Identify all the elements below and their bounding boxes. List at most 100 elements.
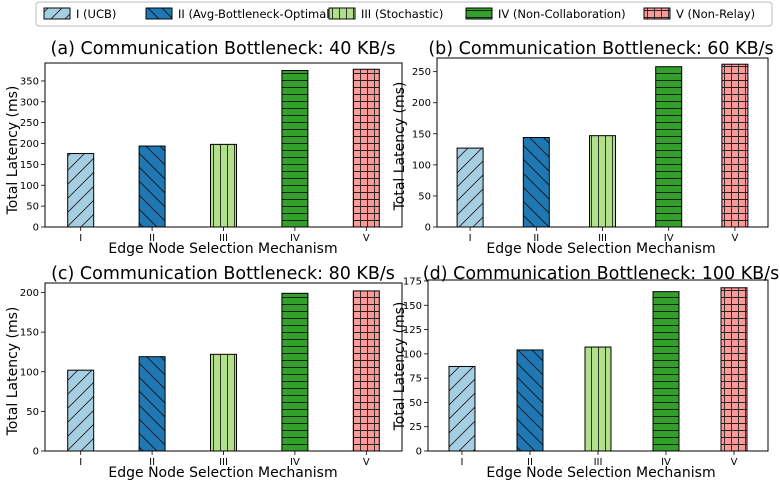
bar-hatch-iii	[210, 143, 237, 228]
y-tick-label: 350	[20, 76, 39, 87]
legend-label: IV (Non-Collaboration)	[498, 7, 626, 21]
x-tick-label: I	[469, 233, 472, 244]
x-tick-label: II	[149, 457, 155, 468]
bar-hatch-v	[720, 287, 748, 452]
y-axis-label: Total Latency (ms)	[5, 307, 21, 437]
x-tick-label: V	[731, 233, 738, 244]
y-tick-label: 175	[403, 276, 422, 287]
y-tick-label: 150	[403, 301, 422, 312]
legend-label: III (Stochastic)	[361, 7, 443, 21]
x-tick-label: III	[219, 457, 228, 468]
axes-frame	[44, 62, 403, 228]
y-tick-label: 0	[33, 447, 39, 458]
y-tick-label: 50	[26, 407, 39, 418]
bar-hatch-i	[456, 147, 484, 228]
x-tick-label: I	[79, 233, 82, 244]
legend: I (UCB) II (Avg-Bottleneck-Optimal) III …	[35, 1, 773, 27]
legend-swatch-hatch	[328, 7, 356, 20]
x-tick-label: IV	[290, 233, 300, 244]
x-tick-label: III	[594, 457, 603, 468]
x-tick-label: II	[149, 233, 155, 244]
x-tick-label: V	[731, 457, 738, 468]
legend-item-non-relay: V (Non-Relay)	[643, 7, 755, 21]
x-tick-label: III	[219, 233, 228, 244]
y-tick-label: 200	[20, 139, 39, 150]
axes-frame	[44, 282, 403, 452]
y-axis-label-text: Total Latency (ms)	[5, 307, 21, 437]
legend-swatch-hatch	[643, 7, 671, 20]
bar-hatch-i	[67, 369, 95, 452]
subplot-title: (d) Communication Bottleneck: 100 KB/s	[423, 264, 779, 284]
subplot-a: (a) Communication Bottleneck: 40 KB/s To…	[5, 39, 403, 257]
x-tick-label: V	[363, 457, 370, 468]
y-tick-label: 150	[412, 129, 431, 140]
bar-hatch-v	[352, 68, 380, 228]
bar-hatch-iv	[655, 66, 683, 228]
x-tick-label: II	[533, 233, 539, 244]
x-tick-label: II	[527, 457, 533, 468]
bar-hatch-iv	[652, 291, 680, 452]
bar-hatch-ii	[516, 349, 544, 452]
bar-hatch-v	[352, 290, 380, 452]
x-tick-label: IV	[664, 233, 674, 244]
bar-hatch-iii	[589, 135, 616, 228]
y-tick-label: 75	[409, 374, 422, 385]
y-tick-label: 200	[20, 288, 39, 299]
legend-swatch-hatch	[465, 7, 493, 20]
legend-label: I (UCB)	[76, 7, 116, 21]
y-tick-label: 300	[20, 97, 39, 108]
subplot-d: (d) Communication Bottleneck: 100 KB/s T…	[392, 264, 779, 481]
legend-item-ucb: I (UCB)	[43, 7, 116, 21]
x-tick-label: I	[461, 457, 464, 468]
y-tick-label: 150	[20, 328, 39, 339]
subplot-b: (b) Communication Bottleneck: 60 KB/s To…	[392, 39, 774, 257]
legend-swatch-hatch	[145, 7, 173, 20]
legend-swatch-hatch	[43, 7, 71, 20]
y-axis-label: Total Latency (ms)	[5, 86, 21, 216]
x-axis-label: Edge Node Selection Mechanism	[108, 241, 337, 257]
legend-item-stochastic: III (Stochastic)	[328, 7, 443, 21]
x-tick-label: I	[79, 457, 82, 468]
y-tick-label: 100	[412, 160, 431, 171]
legend-label: II (Avg-Bottleneck-Optimal)	[178, 7, 334, 21]
y-tick-label: 100	[20, 367, 39, 378]
x-tick-label: V	[363, 233, 370, 244]
y-tick-label: 150	[20, 160, 39, 171]
x-axis-label: Edge Node Selection Mechanism	[486, 241, 715, 257]
y-axis-label-text: Total Latency (ms)	[5, 86, 21, 216]
y-axis-label-text: Total Latency (ms)	[392, 82, 408, 212]
x-axis-label: Edge Node Selection Mechanism	[486, 465, 715, 481]
y-tick-label: 0	[33, 223, 39, 234]
bar-hatch-ii	[138, 356, 166, 452]
y-tick-label: 25	[409, 422, 422, 433]
bar-hatch-v	[721, 63, 749, 228]
y-tick-label: 0	[416, 447, 422, 458]
bar-hatch-iv	[281, 292, 309, 452]
axes-frame	[427, 279, 769, 452]
legend-label: V (Non-Relay)	[676, 7, 755, 21]
subplot-title: (a) Communication Bottleneck: 40 KB/s	[51, 39, 396, 59]
bar-hatch-i	[448, 365, 476, 452]
y-axis-label-text: Total Latency (ms)	[392, 302, 408, 432]
subplot-title: (b) Communication Bottleneck: 60 KB/s	[428, 39, 773, 59]
y-tick-label: 100	[20, 181, 39, 192]
x-tick-label: III	[598, 233, 607, 244]
x-tick-label: IV	[661, 457, 671, 468]
bar-hatch-i	[67, 153, 95, 228]
y-tick-label: 0	[425, 223, 431, 234]
bar-hatch-iii	[210, 353, 237, 452]
axes-frame	[436, 57, 769, 228]
bar-hatch-ii	[138, 145, 166, 228]
y-tick-label: 50	[418, 191, 431, 202]
bar-hatch-iv	[281, 70, 309, 228]
legend-item-avg-bottleneck-optimal: II (Avg-Bottleneck-Optimal)	[145, 7, 334, 21]
y-axis-label: Total Latency (ms)	[392, 82, 408, 212]
y-tick-label: 50	[26, 202, 39, 213]
legend-item-non-collaboration: IV (Non-Collaboration)	[465, 7, 626, 21]
bar-hatch-ii	[522, 137, 550, 228]
